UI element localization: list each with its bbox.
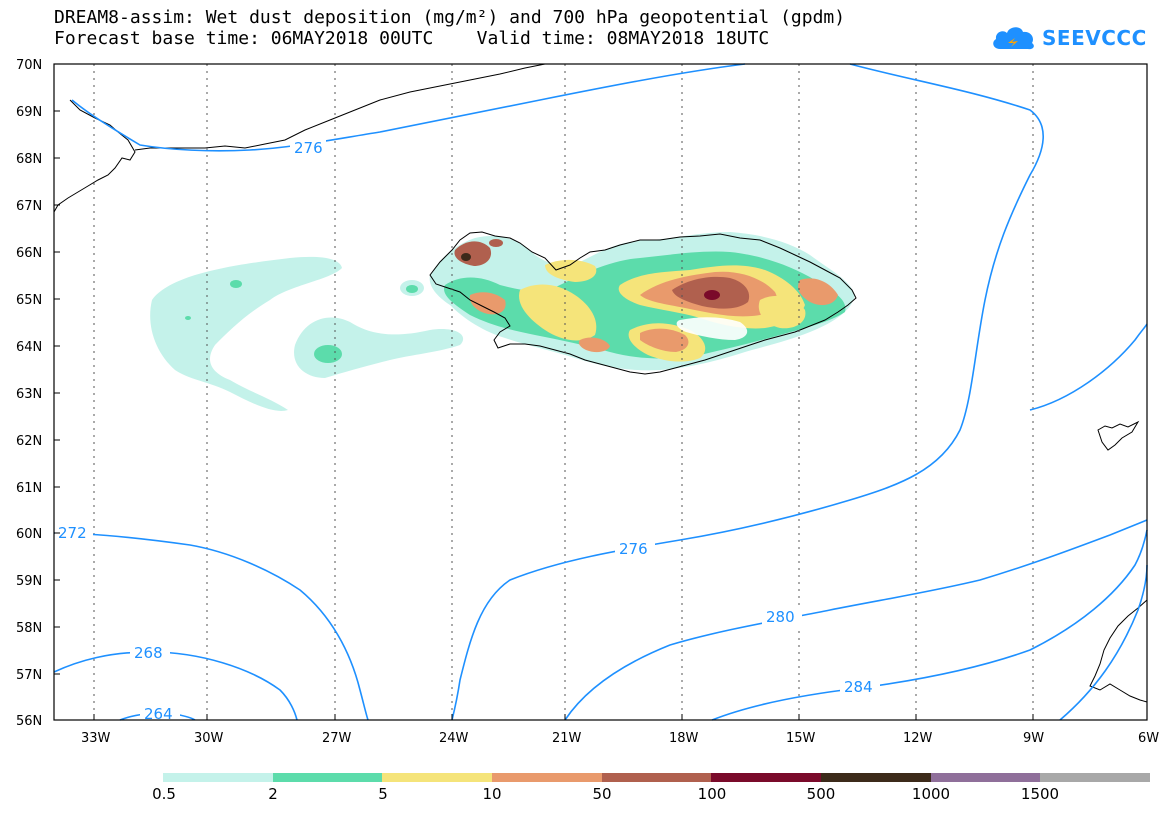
legend-labels: 0.5 2 5 10 50 100 500 1000 1500 xyxy=(0,785,1175,805)
faroe-coastline xyxy=(1097,420,1140,451)
legend-swatch xyxy=(821,773,931,782)
legend-swatch xyxy=(1040,773,1151,782)
lon-label: 12W xyxy=(903,731,933,746)
lat-label: 58N xyxy=(16,621,42,636)
legend-label: 50 xyxy=(592,785,612,803)
geopotential-contours xyxy=(53,63,1148,721)
contour-label-272: 272 xyxy=(58,524,87,542)
legend-swatch xyxy=(930,773,1041,782)
contour-label-284: 284 xyxy=(844,678,873,696)
dust-over-iceland xyxy=(429,232,855,371)
contour-284 xyxy=(711,529,1148,721)
lat-label: 63N xyxy=(16,387,42,402)
scotland-coastline xyxy=(1089,599,1148,703)
lat-label: 61N xyxy=(16,481,42,496)
lat-label: 62N xyxy=(16,434,42,449)
lon-axis xyxy=(93,714,1148,720)
contour-label-268: 268 xyxy=(134,644,163,662)
legend-label: 0.5 xyxy=(152,785,176,803)
lat-label: 69N xyxy=(16,105,42,120)
lat-label: 60N xyxy=(16,527,42,542)
legend-swatch xyxy=(163,773,273,782)
lat-label: 64N xyxy=(16,340,42,355)
lon-labels: 33W 30W 27W 24W 21W 18W 15W 12W 9W 6W xyxy=(81,731,1159,746)
legend-swatch xyxy=(601,773,712,782)
logo-text: SEEVCCC xyxy=(1042,26,1147,50)
lon-label: 9W xyxy=(1023,731,1044,746)
lon-label: 18W xyxy=(669,731,699,746)
lat-label: 67N xyxy=(16,199,42,214)
contour-276-north xyxy=(71,63,746,152)
lon-label: 30W xyxy=(194,731,224,746)
contour-label-276-north: 276 xyxy=(294,139,323,157)
legend-label: 1500 xyxy=(1020,785,1060,803)
lat-label: 59N xyxy=(16,574,42,589)
lat-label: 68N xyxy=(16,152,42,167)
legend-swatch xyxy=(711,773,822,782)
contour-268 xyxy=(53,651,298,721)
contour-labels: 276 272 276 280 284 268 264 xyxy=(55,139,880,723)
contour-280 xyxy=(564,519,1148,721)
legend-label: 1000 xyxy=(911,785,951,803)
contour-label-276-south: 276 xyxy=(619,540,648,558)
plot-area xyxy=(54,64,1147,720)
legend-label: 10 xyxy=(482,785,502,803)
contour-272 xyxy=(53,532,369,721)
lat-axis xyxy=(54,63,60,721)
legend-label: 2 xyxy=(268,785,278,803)
lon-label: 6W xyxy=(1138,731,1159,746)
lon-label: 15W xyxy=(786,731,816,746)
contour-label-280: 280 xyxy=(766,608,795,626)
dust-plume-west xyxy=(150,256,464,411)
contour-284b xyxy=(1059,564,1148,721)
legend-label: 100 xyxy=(697,785,727,803)
lat-label: 66N xyxy=(16,246,42,261)
lon-label: 33W xyxy=(81,731,111,746)
legend-label: 5 xyxy=(378,785,388,803)
forecast-times: Forecast base time: 06MAY2018 00UTC Vali… xyxy=(54,28,770,49)
contour-276-main xyxy=(451,63,1044,721)
legend-swatch xyxy=(492,773,602,782)
contour-label-264: 264 xyxy=(144,705,173,723)
contour-276-ne xyxy=(1029,323,1148,411)
lon-label: 24W xyxy=(439,731,469,746)
seevccc-logo: SEEVCCC xyxy=(990,22,1147,54)
lat-label: 65N xyxy=(16,293,42,308)
lat-label: 56N xyxy=(16,714,42,729)
legend-label: 500 xyxy=(806,785,836,803)
iceland-coastline xyxy=(429,231,857,375)
color-legend xyxy=(163,773,1151,783)
legend-swatch xyxy=(382,773,493,782)
lon-label: 21W xyxy=(552,731,582,746)
lat-label: 57N xyxy=(16,668,42,683)
cloud-icon xyxy=(993,27,1034,50)
lon-label: 27W xyxy=(322,731,352,746)
lat-label: 70N xyxy=(16,58,42,73)
lat-labels: 70N 69N 68N 67N 66N 65N 64N 63N 62N 61N … xyxy=(16,58,42,729)
plot-border xyxy=(53,63,1148,721)
map-title: DREAM8-assim: Wet dust deposition (mg/m²… xyxy=(54,7,846,28)
legend-swatch xyxy=(272,773,383,782)
